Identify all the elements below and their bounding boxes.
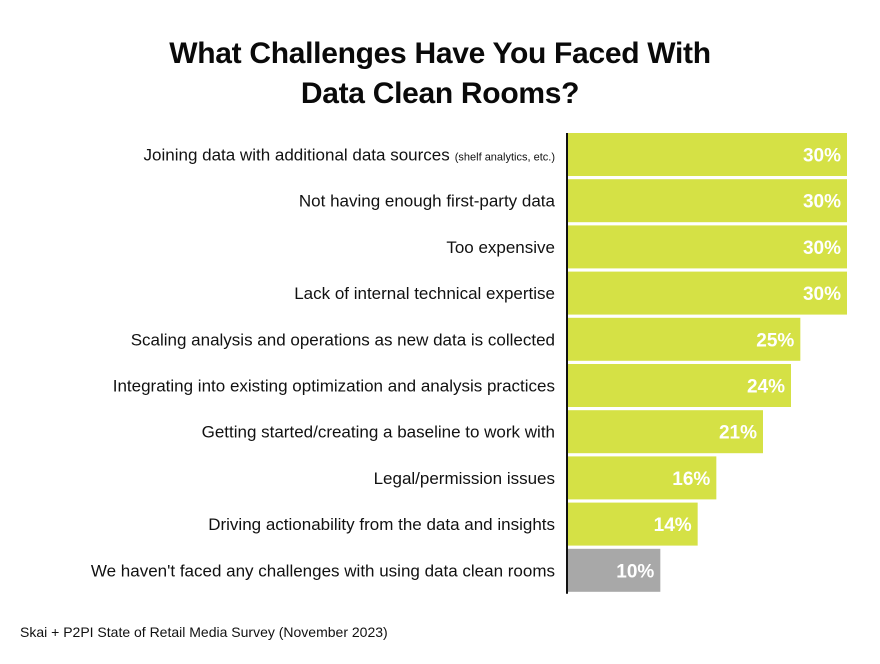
category-label-2: Not having enough first-party data — [299, 192, 556, 211]
bar-6 — [567, 364, 791, 407]
category-label-7: Getting started/creating a baseline to w… — [202, 423, 555, 442]
value-label-1: 30% — [803, 146, 841, 167]
bar-4 — [567, 271, 847, 315]
category-label-5: Scaling analysis and operations as new d… — [131, 330, 555, 349]
bar-5 — [567, 317, 801, 361]
bar-10 — [567, 548, 661, 592]
bar-8 — [567, 456, 717, 500]
category-label-1: Joining data with additional data source… — [144, 146, 555, 165]
value-label-9: 14% — [654, 515, 692, 536]
bar-2 — [567, 179, 847, 223]
value-label-8: 16% — [672, 469, 710, 490]
chart-title-line-1: What Challenges Have You Faced With — [169, 37, 711, 70]
chart-title: What Challenges Have You Faced With Data… — [0, 34, 880, 114]
category-label-10: We haven't faced any challenges with usi… — [91, 561, 555, 580]
value-label-5: 25% — [756, 330, 794, 351]
category-label-4: Lack of internal technical expertise — [294, 284, 555, 303]
bar-3 — [567, 225, 847, 269]
value-label-2: 30% — [803, 192, 841, 213]
value-label-4: 30% — [803, 284, 841, 305]
value-label-7: 21% — [719, 423, 757, 444]
bar-9 — [567, 502, 698, 546]
category-label-6: Integrating into existing optimization a… — [113, 377, 555, 396]
bar-7 — [567, 410, 763, 454]
category-label-3: Too expensive — [446, 238, 555, 257]
category-note-1: (shelf analytics, etc.) — [455, 152, 555, 164]
value-label-6: 24% — [747, 377, 785, 398]
value-label-10: 10% — [616, 561, 654, 582]
chart-title-line-2: Data Clean Rooms? — [300, 77, 580, 110]
category-label-9: Driving actionability from the data and … — [208, 515, 555, 534]
bar-1 — [567, 133, 847, 176]
category-label-8: Legal/permission issues — [374, 469, 555, 488]
source-footnote: Skai + P2PI State of Retail Media Survey… — [20, 624, 388, 640]
value-label-3: 30% — [803, 238, 841, 259]
